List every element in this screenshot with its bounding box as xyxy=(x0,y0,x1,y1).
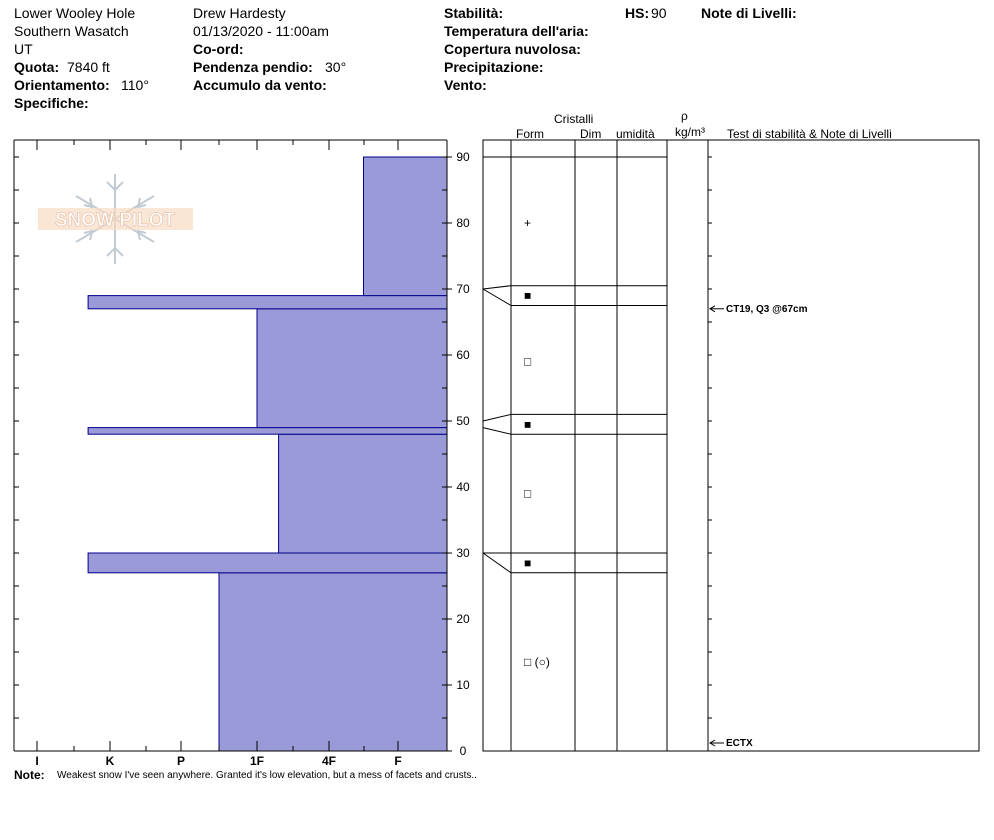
crystal-form-symbol: □ xyxy=(524,355,531,369)
note-text: Weakest snow I've seen anywhere. Granted… xyxy=(57,770,477,781)
depth-tick-label: 80 xyxy=(456,216,470,230)
layer-connector-line xyxy=(482,552,512,574)
elevation-value: 7840 ft xyxy=(67,59,110,75)
air-temp-label: Temperatura dell'aria: xyxy=(444,23,589,39)
hardness-layer-bar xyxy=(218,572,448,752)
elevation-label: Quota: xyxy=(14,59,60,75)
watermark-text: SNOW PILOT xyxy=(55,210,176,231)
crystal-form-symbol: □ xyxy=(524,487,531,501)
aspect-value: 110° xyxy=(121,77,149,93)
depth-tick-label: 70 xyxy=(456,282,470,296)
tests-header: Test di stabilità & Note di Livelli xyxy=(727,127,892,141)
crystal-form-symbol: + xyxy=(524,216,531,230)
hardness-tick-label: P xyxy=(177,754,185,768)
aspect-label: Orientamento: xyxy=(14,77,110,93)
stability-test-label: ECTX xyxy=(726,738,753,749)
depth-tick-label: 40 xyxy=(456,480,470,494)
depth-tick-label: 50 xyxy=(456,414,470,428)
form-header: Form xyxy=(516,127,544,141)
snowflake-watermark-icon: SNOW PILOT xyxy=(38,174,193,264)
hs-label: HS: xyxy=(625,5,650,21)
wind-label: Vento: xyxy=(444,77,487,93)
test-arrow-head xyxy=(709,739,716,747)
density-unit-header: kg/m³ xyxy=(675,125,705,139)
depth-tick-label: 20 xyxy=(456,612,470,626)
depth-tick-label: 0 xyxy=(460,744,467,758)
crystal-form-symbol: ■ xyxy=(524,417,531,431)
location: Lower Wooley Hole xyxy=(14,5,136,21)
depth-tick-label: 30 xyxy=(456,546,470,560)
coord-label: Co-ord: xyxy=(193,41,244,57)
rho-header: ρ xyxy=(681,109,688,123)
hardness-layer-bar xyxy=(87,427,448,435)
state: UT xyxy=(14,41,33,57)
test-arrow-head xyxy=(709,305,716,313)
profile-table-frame xyxy=(482,139,980,752)
cloud-label: Copertura nuvolosa: xyxy=(444,41,581,57)
note-label: Note: xyxy=(14,768,45,782)
observer: Drew Hardesty xyxy=(193,5,286,21)
layer-connector-line xyxy=(482,288,512,306)
layer-notes-label: Note di Livelli: xyxy=(701,5,797,21)
hardness-tick-label: F xyxy=(394,754,401,768)
crystal-form-symbol: ■ xyxy=(524,289,531,303)
crystal-form-symbol: □ (○) xyxy=(524,655,550,669)
layer-connector-line xyxy=(482,427,512,435)
layer-connector-line xyxy=(482,413,512,422)
depth-tick-label: 90 xyxy=(456,150,470,164)
hardness-layer-bar xyxy=(87,295,448,310)
specifics-label: Specifiche: xyxy=(14,95,89,111)
crystal-form-symbol: ■ xyxy=(524,556,531,570)
hardness-layer-bar xyxy=(87,552,448,574)
crystals-header: Cristalli xyxy=(554,112,594,126)
stability-test-label: CT19, Q3 @67cm xyxy=(726,304,808,315)
dim-header: Dim xyxy=(580,127,602,141)
layer-connector-line xyxy=(482,285,512,290)
stability-label: Stabilità: xyxy=(444,5,504,21)
hardness-layer-bar xyxy=(256,308,448,429)
precip-label: Precipitazione: xyxy=(444,59,544,75)
slope-label: Pendenza pendio: xyxy=(193,59,313,75)
hardness-tick-label: 1F xyxy=(250,754,264,768)
slope-value: 30° xyxy=(325,59,347,75)
hardness-layer-bar xyxy=(363,156,448,297)
hardness-tick-label: 4F xyxy=(322,754,336,768)
hardness-layer-bar xyxy=(278,433,448,554)
range: Southern Wasatch xyxy=(14,23,129,39)
depth-tick-label: 10 xyxy=(456,678,470,692)
wind-loading-label: Accumulo da vento: xyxy=(193,77,327,93)
datetime: 01/13/2020 - 11:00am xyxy=(193,23,329,39)
depth-tick-label: 60 xyxy=(456,348,470,362)
hs-value: 90 xyxy=(651,5,667,21)
hardness-tick-label: I xyxy=(35,754,38,768)
hardness-tick-label: K xyxy=(106,754,115,768)
moisture-header: umidità xyxy=(616,127,655,141)
